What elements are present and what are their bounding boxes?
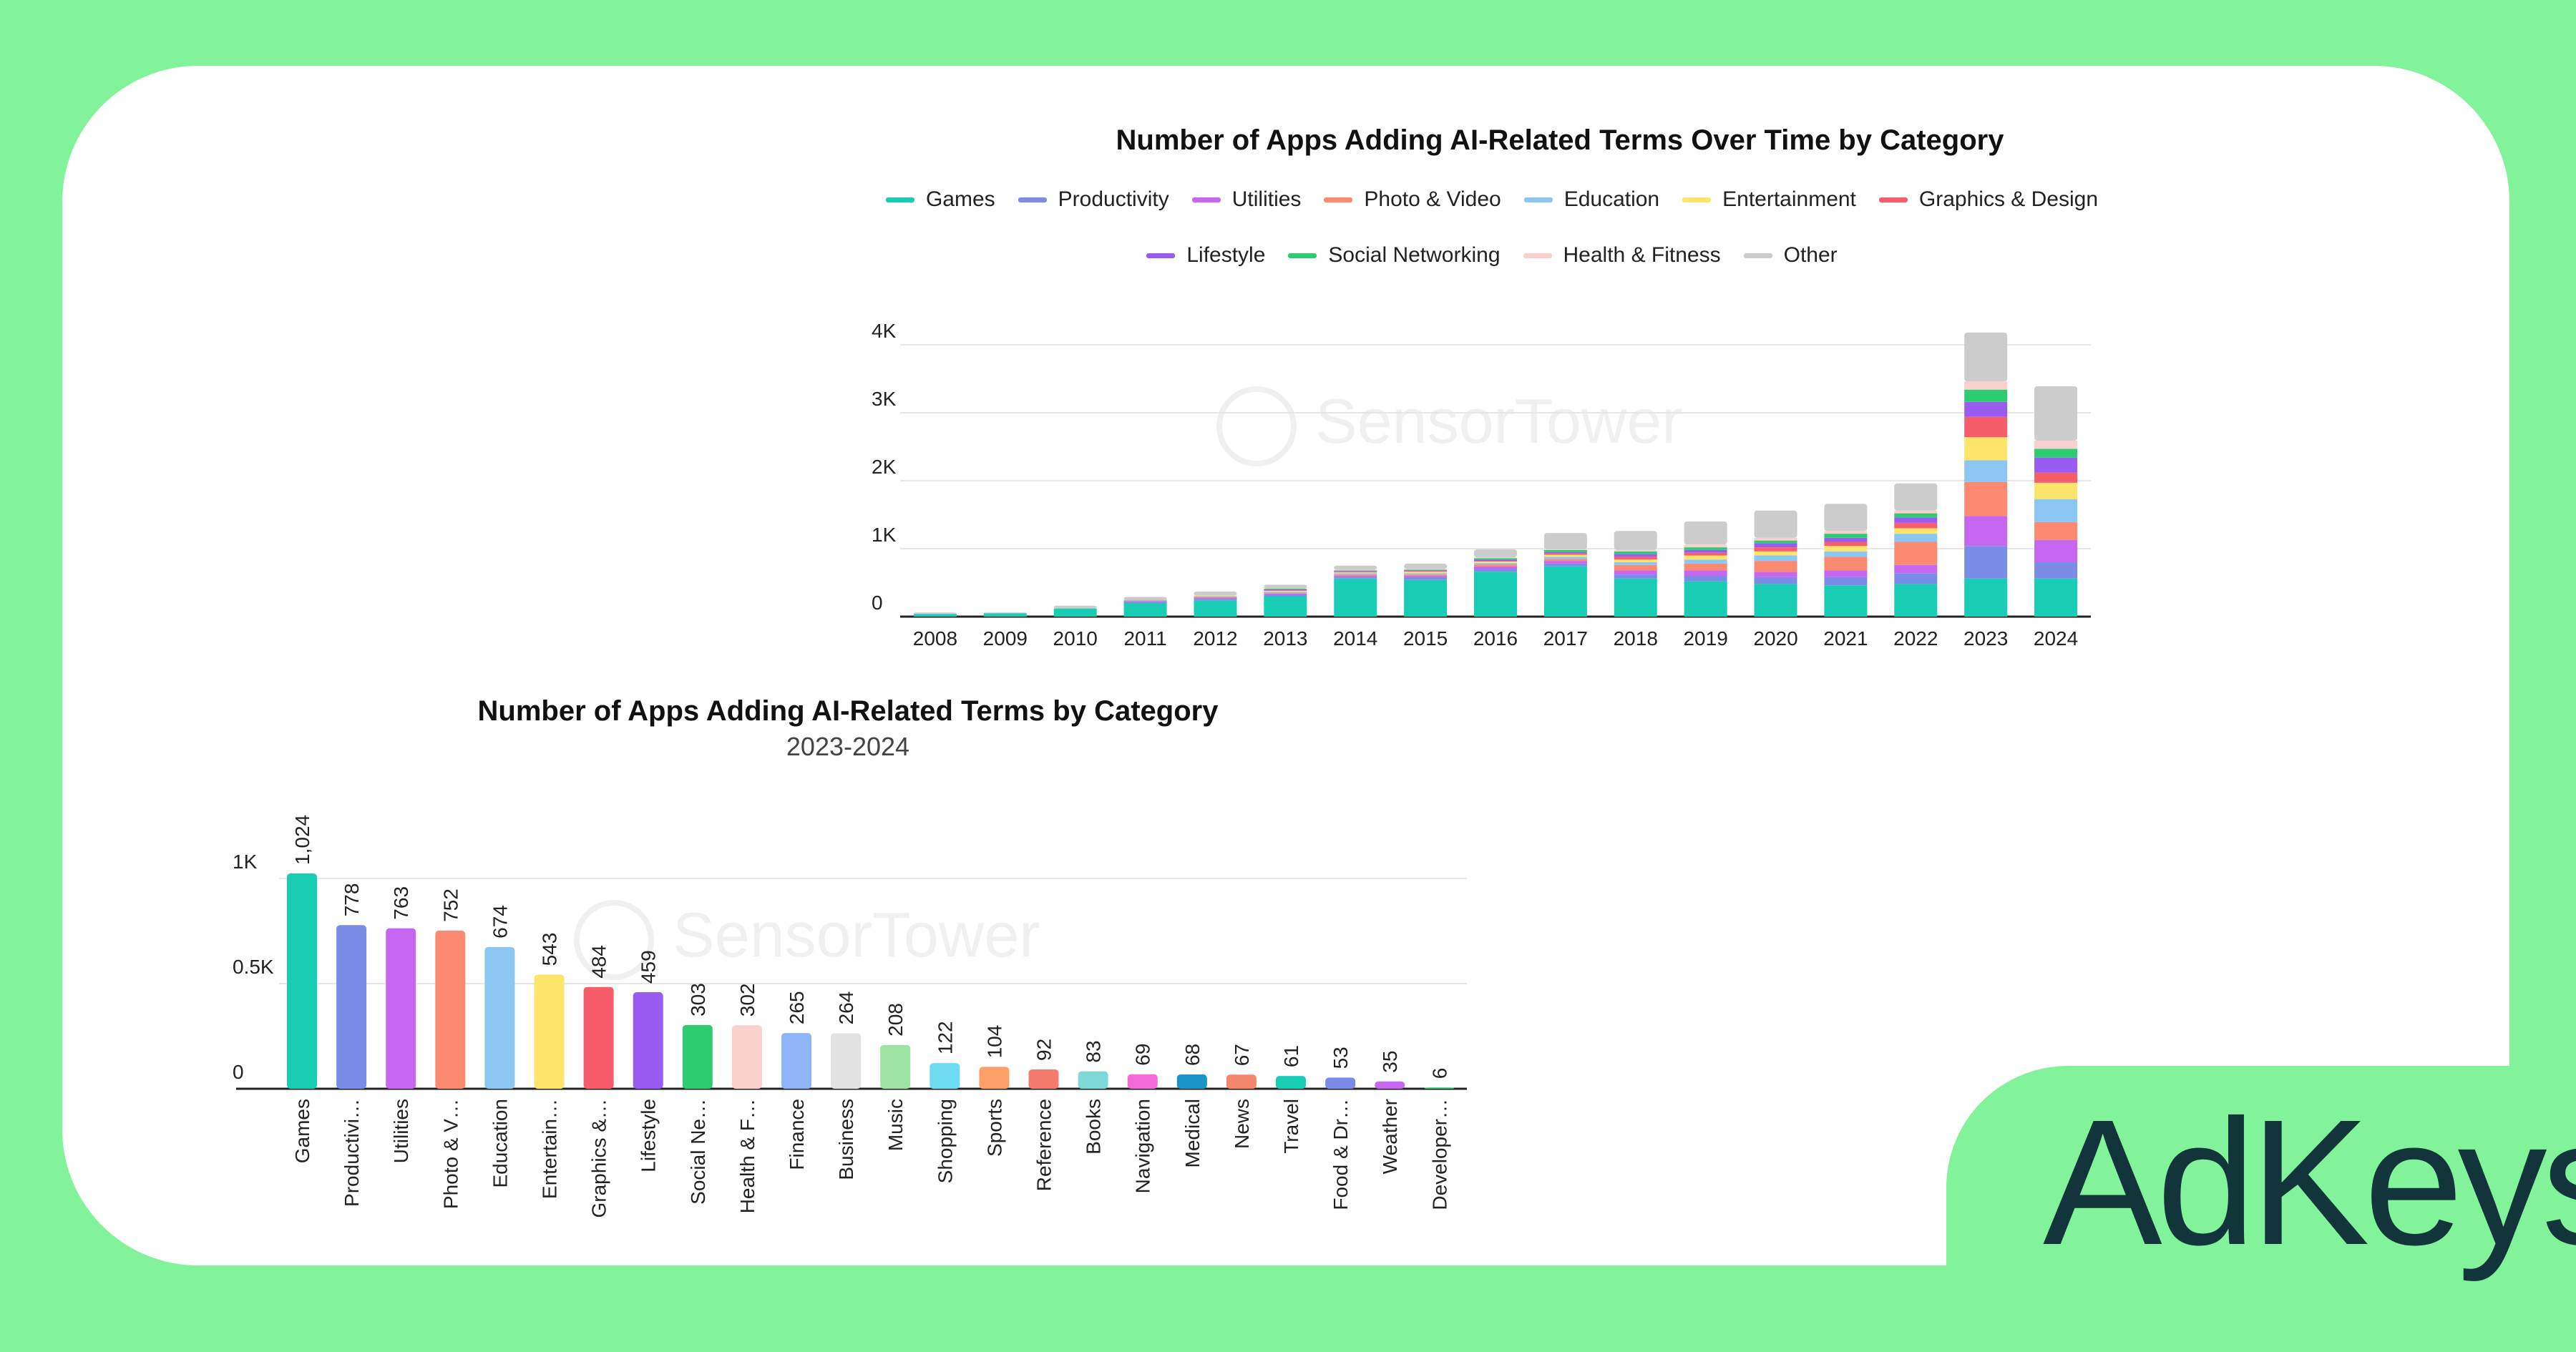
legend-label: Productivity <box>1058 187 1169 211</box>
brand-tab <box>1946 1066 2576 1352</box>
legend-swatch <box>1523 197 1553 202</box>
legend-swatch <box>1743 253 1772 258</box>
legend-swatch <box>1191 197 1221 202</box>
legend-label: Health & Fitness <box>1563 243 1721 267</box>
legend-item: Entertainment <box>1682 187 1856 212</box>
legend-item: Education <box>1523 187 1660 212</box>
legend-label: Entertainment <box>1722 187 1856 211</box>
legend-swatch <box>1878 197 1908 202</box>
sensortower-watermark-bottom: SensorTower <box>574 898 1040 980</box>
legend-swatch <box>1523 253 1552 258</box>
legend-item: Social Networking <box>1288 243 1501 268</box>
legend-label: Utilities <box>1231 187 1302 211</box>
legend-swatch <box>885 197 914 202</box>
top-chart-legend: Games Productivity Utilities Photo & Video E… <box>852 187 2132 268</box>
legend-label: Games <box>925 187 995 211</box>
bottom-chart-title: Number of Apps Adding AI-Related Terms b… <box>477 695 1219 727</box>
legend-label: Education <box>1563 187 1660 211</box>
content-card <box>62 66 2509 1265</box>
watermark-text: SensorTower <box>1315 386 1683 456</box>
top-chart-title: Number of Apps Adding AI-Related Terms O… <box>1116 124 2004 156</box>
legend-item: Graphics & Design <box>1878 187 2099 212</box>
legend-swatch <box>1288 253 1317 258</box>
legend-item: Productivity <box>1018 187 1169 212</box>
sensortower-logo-icon <box>1216 386 1297 466</box>
sensortower-logo-icon <box>574 899 654 980</box>
bottom-chart-subtitle: 2023-2024 <box>786 732 910 761</box>
legend-label: Social Networking <box>1328 243 1501 267</box>
brand-logo-text: AdKeys <box>2043 1082 2576 1282</box>
legend-label: Other <box>1783 243 1838 267</box>
legend-item: Games <box>885 187 995 212</box>
legend-item: Lifestyle <box>1146 243 1265 268</box>
legend-swatch <box>1324 197 1353 202</box>
watermark-text: SensorTower <box>673 899 1040 970</box>
legend-item: Photo & Video <box>1324 187 1501 212</box>
legend-label: Lifestyle <box>1186 243 1266 267</box>
legend-label: Photo & Video <box>1364 187 1501 211</box>
legend-swatch <box>1146 253 1176 258</box>
legend-item: Other <box>1743 243 1838 268</box>
legend-swatch <box>1018 197 1047 202</box>
legend-item: Health & Fitness <box>1523 243 1721 268</box>
sensortower-watermark-top: SensorTower <box>1216 385 1683 466</box>
legend-swatch <box>1682 197 1712 202</box>
legend-label: Graphics & Design <box>1918 187 2099 211</box>
legend-item: Utilities <box>1191 187 1302 212</box>
